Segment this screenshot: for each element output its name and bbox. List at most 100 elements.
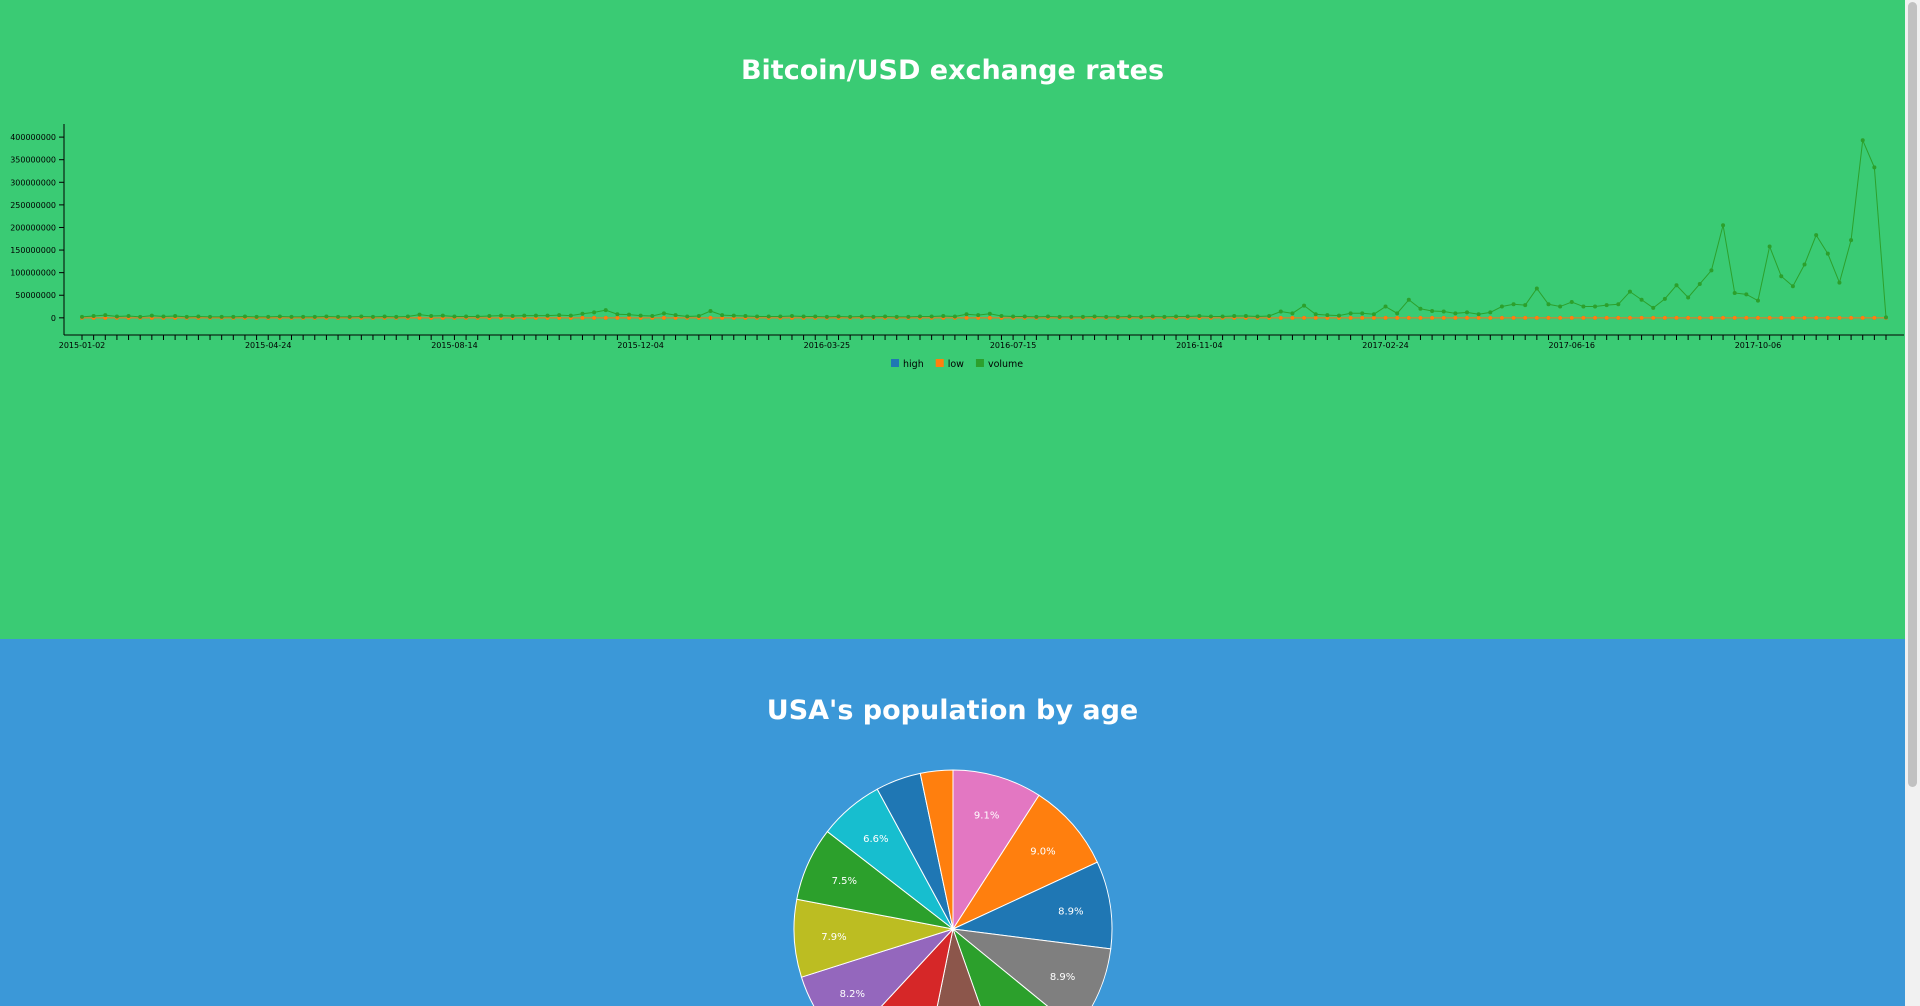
- data-point: [1639, 315, 1644, 320]
- data-point: [1639, 297, 1644, 302]
- data-point: [1371, 315, 1376, 320]
- data-point: [475, 314, 480, 319]
- x-tick-label: 2016-07-15: [990, 341, 1037, 350]
- data-point: [1022, 314, 1027, 319]
- data-point: [1593, 304, 1598, 309]
- slice-label: 8.2%: [840, 989, 865, 1000]
- data-point: [1220, 314, 1225, 319]
- data-point: [1511, 315, 1516, 320]
- population-section: USA's population by age 9.1% 9.0% 8.9% 8.9%…: [0, 639, 1905, 1006]
- scrollbar[interactable]: [1905, 0, 1920, 1006]
- data-point: [1558, 315, 1563, 320]
- data-point: [1325, 313, 1330, 318]
- data-point: [696, 314, 701, 319]
- scrollbar-thumb[interactable]: [1908, 2, 1917, 787]
- data-point: [801, 314, 806, 319]
- data-point: [1790, 315, 1795, 320]
- x-tick-label: 2016-11-04: [1176, 341, 1223, 350]
- data-point: [952, 314, 957, 319]
- data-point: [673, 313, 678, 318]
- data-point: [603, 315, 608, 320]
- x-tick-label: 2017-06-16: [1549, 341, 1596, 350]
- data-point: [1499, 304, 1504, 309]
- data-point: [1488, 310, 1493, 315]
- data-point: [603, 308, 608, 313]
- data-point: [498, 313, 503, 318]
- data-point: [347, 314, 352, 319]
- data-point: [1674, 315, 1679, 320]
- data-point: [219, 314, 224, 319]
- data-point: [1849, 238, 1854, 243]
- series-line: [81, 138, 1887, 318]
- data-point: [755, 314, 760, 319]
- data-point: [1523, 303, 1528, 308]
- data-point: [661, 315, 666, 320]
- data-point: [1185, 314, 1190, 319]
- data-point: [1581, 315, 1586, 320]
- data-point: [1267, 314, 1272, 319]
- data-point: [1046, 314, 1051, 319]
- data-point: [1837, 280, 1842, 285]
- data-point: [1755, 298, 1760, 303]
- data-point: [1080, 314, 1085, 319]
- data-point: [1779, 315, 1784, 320]
- data-point: [1383, 315, 1388, 320]
- data-point: [1593, 315, 1598, 320]
- data-point: [1290, 311, 1295, 316]
- data-point: [1115, 314, 1120, 319]
- data-point: [592, 315, 597, 320]
- data-point: [126, 314, 131, 319]
- data-point: [1872, 165, 1877, 170]
- data-point: [1732, 290, 1737, 295]
- data-point: [731, 313, 736, 318]
- data-point: [1767, 244, 1772, 249]
- data-point: [859, 314, 864, 319]
- data-point: [1546, 302, 1551, 307]
- data-point: [1511, 302, 1516, 307]
- data-point: [964, 312, 969, 317]
- legend-swatch: [891, 359, 899, 367]
- data-point: [1011, 314, 1016, 319]
- legend-label: high: [903, 359, 924, 370]
- data-point: [1243, 314, 1248, 319]
- data-point: [1709, 315, 1714, 320]
- data-point: [1499, 315, 1504, 320]
- data-point: [1313, 315, 1318, 320]
- data-point: [440, 313, 445, 318]
- data-point: [894, 314, 899, 319]
- data-point: [1721, 315, 1726, 320]
- data-point: [1360, 315, 1365, 320]
- data-point: [976, 313, 981, 318]
- data-point: [1546, 315, 1551, 320]
- data-point: [557, 313, 562, 318]
- x-tick-label: 2015-04-24: [245, 341, 292, 350]
- data-point: [1686, 315, 1691, 320]
- data-point: [289, 314, 294, 319]
- data-point: [813, 314, 818, 319]
- data-point: [871, 314, 876, 319]
- pie-slice: [936, 927, 981, 1006]
- data-point: [1802, 262, 1807, 267]
- data-point: [766, 314, 771, 319]
- data-point: [1104, 314, 1109, 319]
- data-point: [254, 314, 259, 319]
- data-point: [987, 311, 992, 316]
- data-point: [1278, 309, 1283, 314]
- data-point: [1092, 314, 1097, 319]
- data-point: [149, 313, 154, 318]
- x-tick-label: 2016-03-25: [804, 341, 851, 350]
- y-tick-label: 300000000: [10, 178, 56, 187]
- y-tick-label: 50000000: [15, 291, 56, 300]
- data-point: [929, 314, 934, 319]
- data-point: [824, 314, 829, 319]
- data-point: [1348, 311, 1353, 316]
- data-point: [1302, 315, 1307, 320]
- data-point: [1686, 295, 1691, 300]
- y-tick-label: 250000000: [10, 201, 56, 210]
- data-point: [452, 314, 457, 319]
- data-point: [382, 314, 387, 319]
- pie-chart: 9.1% 9.0% 8.9% 8.9% 8.2% 7.9% 7.5% 6.6%: [793, 769, 1113, 1006]
- x-tick-label: 2015-12-04: [617, 341, 664, 350]
- y-tick-label: 0: [51, 314, 56, 323]
- x-tick-label: 2015-08-14: [431, 341, 478, 350]
